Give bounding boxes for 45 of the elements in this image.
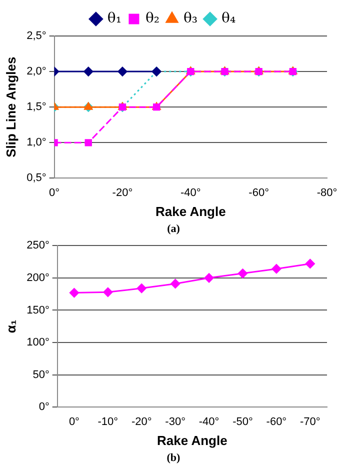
point [272, 264, 282, 274]
y-tick-label: 1,0° [26, 136, 46, 149]
x-tick-label: -80° [316, 186, 338, 199]
y-tick-label: 1,5° [26, 101, 46, 114]
y-tick-label: 250° [26, 240, 50, 252]
x-tick-label: 0° [49, 186, 60, 199]
point [136, 284, 146, 294]
y-tick-label: 50° [32, 368, 50, 381]
point [84, 66, 94, 76]
text: (a) [166, 222, 181, 236]
point [69, 288, 79, 298]
x-tick-label: -30° [165, 416, 186, 428]
x-tick-label: -20° [112, 186, 133, 199]
y-tick-label: 0,5° [26, 172, 46, 184]
y-tick-label: 200° [26, 272, 50, 284]
legend-label: θ₃ [184, 10, 198, 27]
legend-label: θ₂ [145, 10, 160, 27]
legend-label: θ₄ [222, 10, 236, 27]
x-tick-label: -60° [266, 416, 287, 428]
x-tick-label: -40° [180, 186, 201, 199]
x-tick-label: -60° [248, 186, 269, 199]
y-axis-title: α₁ [3, 320, 18, 334]
y-tick-label: 100° [26, 336, 50, 349]
point [238, 268, 248, 278]
x-tick-label: -20° [131, 416, 152, 428]
y-tick-label: 2,5° [26, 30, 46, 42]
x-tick-label: -70° [300, 416, 320, 428]
x-axis-title: Rake Angle [155, 204, 226, 219]
x-tick-label: 0° [68, 416, 80, 428]
x-tick-label: -40° [198, 416, 220, 428]
y-axis-title: Slip Line Angles [3, 56, 18, 158]
text: (b) [166, 451, 182, 465]
point [84, 139, 92, 146]
x-axis-title: Rake Angle [157, 432, 228, 448]
y-tick-label: 0° [38, 401, 50, 414]
point [103, 287, 113, 297]
point [204, 273, 214, 283]
point [170, 278, 180, 288]
x-tick-label: -50° [232, 416, 253, 428]
y-tick-label: 150° [26, 304, 50, 316]
point [305, 258, 315, 268]
y-tick-label: 2,0° [26, 66, 46, 78]
point [118, 66, 128, 76]
legend-label: θ₁ [107, 10, 122, 27]
x-tick-label: -10° [98, 416, 118, 428]
